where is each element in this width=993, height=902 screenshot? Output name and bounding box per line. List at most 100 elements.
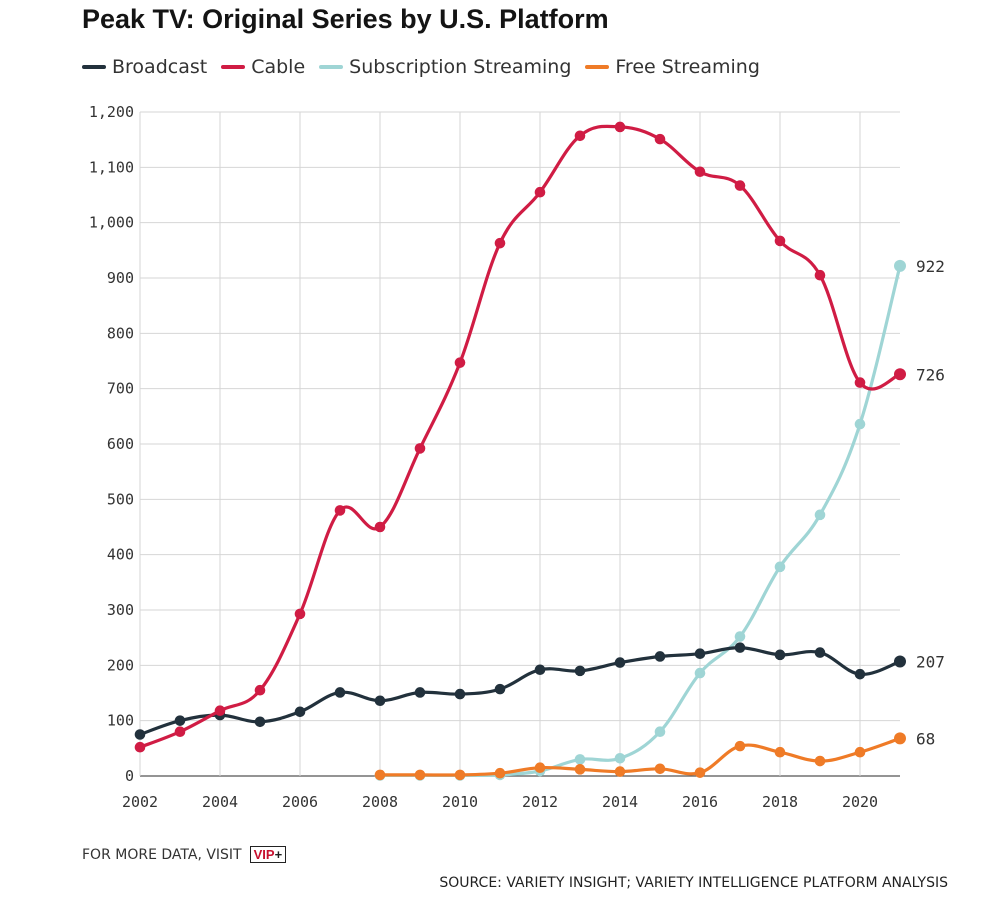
vip-plus-link[interactable]: VIP+ [249,846,287,863]
x-tick-label: 2010 [442,793,478,811]
data-point-free-streaming[interactable] [574,764,586,775]
series-broadcast [134,642,906,740]
data-point-free-streaming[interactable] [454,769,466,781]
y-tick-label: 1,200 [89,103,134,121]
legend-swatch-cable [221,65,246,69]
data-point-free-streaming[interactable] [614,766,626,777]
data-point-cable[interactable] [854,377,866,388]
data-point-broadcast[interactable] [294,706,306,718]
data-point-cable[interactable] [254,684,266,696]
x-tick-label: 2006 [282,793,318,811]
end-label-cable: 726 [916,365,945,384]
data-point-broadcast[interactable] [894,655,906,668]
data-point-subscription-streaming[interactable] [694,667,706,679]
data-point-subscription-streaming[interactable] [774,561,786,573]
data-point-broadcast[interactable] [694,648,706,660]
data-point-cable[interactable] [214,705,226,717]
data-point-broadcast[interactable] [174,715,186,726]
data-point-cable[interactable] [294,608,306,620]
series-free-streaming [374,732,906,781]
data-point-subscription-streaming[interactable] [734,631,746,642]
data-point-subscription-streaming[interactable] [614,752,626,764]
chart-legend: Broadcast Cable Subscription Streaming F… [82,56,774,78]
data-point-free-streaming[interactable] [414,769,426,781]
chart-axes: 0 100 200 300 400 500 600 700 800 900 1,000 1,100 1,… [89,103,878,811]
data-point-broadcast[interactable] [814,647,826,658]
data-point-broadcast[interactable] [374,695,386,707]
data-point-free-streaming[interactable] [854,746,866,758]
legend-swatch-subscription-streaming [319,65,344,69]
legend-label-broadcast: Broadcast [112,56,208,78]
legend-swatch-broadcast [82,65,106,69]
series-subscription-streaming [374,259,906,781]
chart-end-labels: 922 68 207 726 [916,257,945,749]
data-point-broadcast[interactable] [614,657,626,668]
data-point-subscription-streaming[interactable] [654,726,666,738]
data-point-broadcast[interactable] [534,664,546,676]
data-point-broadcast[interactable] [774,649,786,661]
end-label-subscription-streaming: 922 [916,257,945,276]
data-point-broadcast[interactable] [654,651,666,662]
end-label-broadcast: 207 [916,652,945,671]
data-point-cable[interactable] [494,237,506,249]
x-tick-label: 2020 [842,793,878,811]
data-point-broadcast[interactable] [134,729,146,740]
data-point-cable[interactable] [614,121,626,133]
y-tick-label: 200 [107,656,134,674]
data-point-cable[interactable] [694,166,706,178]
y-tick-label: 1,100 [89,158,134,176]
data-point-free-streaming[interactable] [774,746,786,758]
data-point-cable[interactable] [654,133,666,145]
data-point-broadcast[interactable] [734,642,746,653]
y-tick-label: 700 [107,380,134,398]
data-point-free-streaming[interactable] [494,767,506,779]
data-point-cable[interactable] [334,505,346,516]
data-point-cable[interactable] [774,235,786,247]
x-tick-label: 2018 [762,793,798,811]
x-tick-label: 2002 [122,793,158,811]
y-tick-label: 900 [107,269,134,287]
data-point-broadcast[interactable] [254,716,266,728]
data-point-cable[interactable] [134,741,146,753]
source-note: SOURCE: VARIETY INSIGHT; VARIETY INTELLI… [439,875,948,891]
x-tick-label: 2014 [602,793,638,811]
data-point-free-streaming[interactable] [734,740,746,752]
end-label-free-streaming: 68 [916,729,935,748]
data-point-subscription-streaming[interactable] [894,259,906,272]
data-point-cable[interactable] [174,726,186,738]
data-point-broadcast[interactable] [574,665,586,677]
data-point-cable[interactable] [814,269,826,281]
x-tick-label: 2008 [362,793,398,811]
data-point-cable[interactable] [454,357,466,368]
data-point-broadcast[interactable] [494,683,506,695]
y-tick-label: 0 [125,767,134,785]
legend-item-free-streaming: Free Streaming [585,56,760,78]
chart-series [134,121,906,781]
data-point-cable[interactable] [574,130,586,142]
data-point-free-streaming[interactable] [814,755,826,767]
chart-title: Peak TV: Original Series by U.S. Platfor… [82,4,609,34]
data-point-broadcast[interactable] [334,687,346,698]
data-point-free-streaming[interactable] [654,763,666,775]
legend-label-free-streaming: Free Streaming [615,56,760,78]
x-tick-label: 2012 [522,793,558,811]
data-point-subscription-streaming[interactable] [814,509,826,521]
data-point-free-streaming[interactable] [534,762,546,773]
more-data-label: FOR MORE DATA, VISIT [82,846,242,863]
x-tick-label: 2016 [682,793,718,811]
data-point-free-streaming[interactable] [694,767,706,778]
data-point-cable[interactable] [414,443,426,454]
series-line-broadcast [138,645,902,737]
data-point-broadcast[interactable] [854,668,866,680]
data-point-cable[interactable] [894,368,906,381]
data-point-cable[interactable] [734,180,746,191]
data-point-cable[interactable] [374,521,386,533]
data-point-broadcast[interactable] [454,688,466,700]
data-point-subscription-streaming[interactable] [574,754,586,765]
data-point-free-streaming[interactable] [374,769,386,781]
y-tick-label: 800 [107,324,134,342]
data-point-subscription-streaming[interactable] [854,418,866,430]
data-point-cable[interactable] [534,186,546,198]
data-point-free-streaming[interactable] [894,732,906,745]
data-point-broadcast[interactable] [414,687,426,698]
